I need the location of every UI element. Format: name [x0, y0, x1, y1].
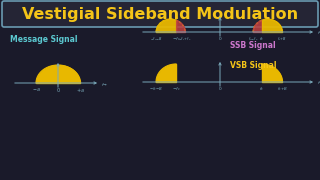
Text: $f_c\!+\!B$: $f_c\!+\!B$ [277, 35, 287, 43]
Text: $f_c$: $f_c$ [260, 85, 265, 93]
Text: $-f_c\!-\!B$: $-f_c\!-\!B$ [149, 35, 163, 43]
Text: $-f_c\!+\!f_v$: $-f_c\!+\!f_v$ [178, 35, 192, 43]
Text: Message Signal: Message Signal [10, 35, 77, 44]
Text: $-f_c$: $-f_c$ [172, 35, 180, 43]
Text: $-f_c\!-\!B$: $-f_c\!-\!B$ [149, 85, 163, 93]
Text: $-f_c$: $-f_c$ [172, 85, 180, 93]
Text: $f\!\rightarrow$: $f\!\rightarrow$ [317, 80, 320, 87]
Text: $+a$: $+a$ [76, 86, 84, 94]
FancyBboxPatch shape [2, 1, 318, 27]
Text: $f_c\!+\!B$: $f_c\!+\!B$ [276, 85, 287, 93]
Text: $-a$: $-a$ [32, 86, 40, 93]
Text: $f\!\rightarrow$: $f\!\rightarrow$ [101, 80, 108, 87]
Text: $0$: $0$ [56, 86, 60, 94]
Text: VSB Signal: VSB Signal [230, 60, 276, 69]
Text: $f_c\!-\!f_v$: $f_c\!-\!f_v$ [248, 35, 258, 43]
Text: SSB Signal: SSB Signal [230, 40, 276, 50]
Text: $f_c$: $f_c$ [260, 35, 265, 43]
Text: $0$: $0$ [218, 35, 222, 42]
Text: Vestigial Sideband Modulation: Vestigial Sideband Modulation [22, 6, 298, 21]
Text: $f\!\rightarrow$: $f\!\rightarrow$ [317, 30, 320, 37]
Text: $0$: $0$ [218, 85, 222, 92]
